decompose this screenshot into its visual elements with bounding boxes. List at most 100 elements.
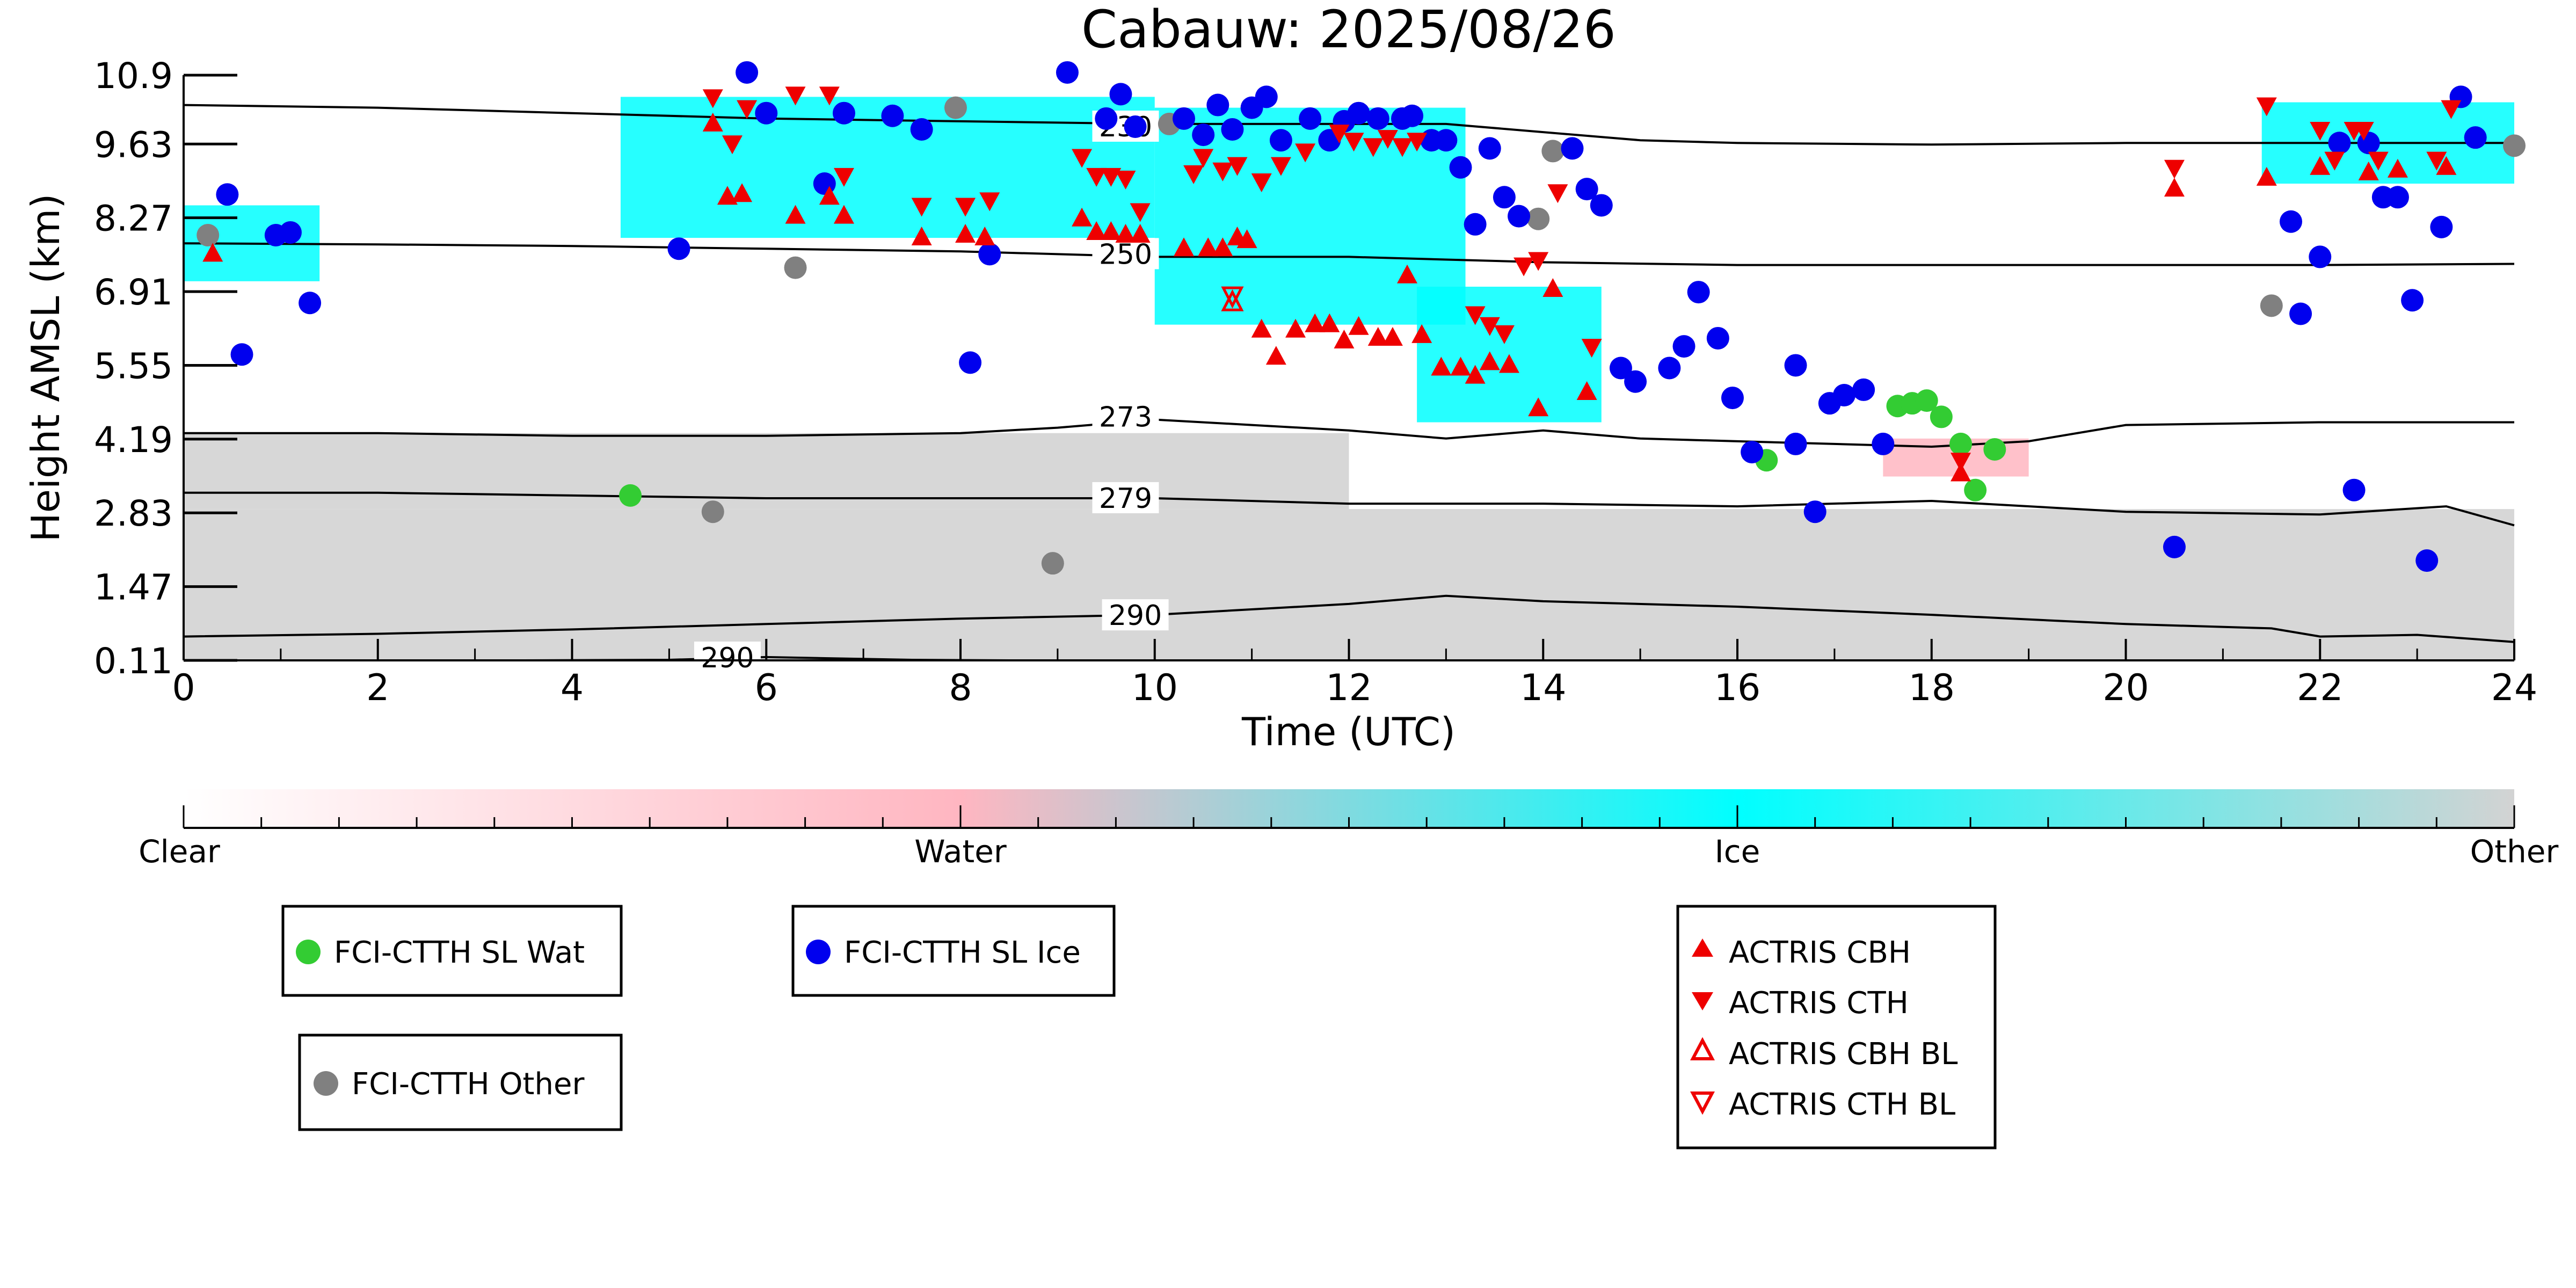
point-fci-ctth-sl-ice xyxy=(216,183,239,206)
point-actris-cth xyxy=(2426,151,2447,171)
y-tick-label: 2.83 xyxy=(94,493,173,534)
point-actris-cbh xyxy=(1265,346,1286,365)
point-fci-ctth-sl-ice xyxy=(1658,356,1681,380)
point-actris-cth xyxy=(2353,122,2374,141)
point-actris-cth xyxy=(1343,133,1364,152)
point-fci-ctth-sl-ice xyxy=(2415,549,2439,572)
point-actris-cbh xyxy=(732,183,753,202)
point-fci-ctth-sl-ice xyxy=(1056,61,1079,84)
point-actris-cbh xyxy=(2436,156,2457,175)
point-actris-cth xyxy=(1581,339,1602,358)
point-actris-cth xyxy=(1528,252,1549,271)
point-fci-ctth-other xyxy=(2260,294,2283,317)
point-actris-cth xyxy=(979,192,1000,212)
point-actris-cth xyxy=(1513,257,1534,276)
point-fci-ctth-sl-ice xyxy=(2464,126,2487,149)
point-fci-ctth-sl-ice xyxy=(1299,107,1322,130)
y-tick-label: 5.55 xyxy=(94,345,173,387)
y-ticks: 0.11 1.47 2.83 4.19 5.55 6.91 8.27 9.63 10.9 xyxy=(94,55,237,682)
plot-axes: 0 2 4 6 8 10 12 14 16 18 20 22 24 0.111.472.834.195.… xyxy=(94,55,2537,709)
isotherm-label: 290 xyxy=(1109,600,1162,632)
legend-label-other: FCI-CTTH Other xyxy=(352,1067,585,1102)
point-fci-ctth-sl-ice xyxy=(832,101,855,125)
point-actris-cth xyxy=(1212,162,1233,181)
isotherm-label: 273 xyxy=(1099,401,1152,433)
point-fci-ctth-sl-ice xyxy=(1721,387,1744,410)
cloud-mask xyxy=(184,97,2514,660)
point-fci-ctth-sl-ice xyxy=(1493,186,1516,209)
point-actris-cbh xyxy=(2310,156,2331,175)
x-tick-label: 0 xyxy=(172,667,195,709)
y-tick-label: 9.63 xyxy=(94,124,173,165)
point-fci-ctth-other xyxy=(2503,134,2526,157)
point-actris-cbh xyxy=(833,205,854,224)
point-fci-ctth-sl-ice xyxy=(1173,107,1196,130)
point-fci-ctth-sl-ice xyxy=(1464,213,1487,236)
isotherm-label-bg xyxy=(694,641,761,673)
point-fci-ctth-sl-ice xyxy=(2163,535,2186,558)
legend-label-ice: FCI-CTTH SL Ice xyxy=(844,935,1081,970)
point-actris-cth xyxy=(819,86,840,106)
point-fci-ctth-sl-ice xyxy=(2279,210,2302,233)
point-fci-ctth-sl-ice xyxy=(1687,281,1710,304)
point-fci-ctth-sl-ice xyxy=(1575,178,1598,201)
point-actris-cbh xyxy=(1115,224,1136,243)
point-fci-ctth-sl-wat xyxy=(1949,432,1973,455)
legend-marker-cbh xyxy=(1692,938,1713,957)
point-fci-ctth-sl-ice xyxy=(279,221,302,244)
point-actris-cth xyxy=(1465,306,1486,325)
point-fci-ctth-sl-ice xyxy=(1221,118,1244,141)
isotherm-label: 250 xyxy=(1099,238,1152,271)
legend-box xyxy=(281,905,623,997)
point-actris-cbh xyxy=(717,186,738,205)
point-fci-ctth-sl-ice xyxy=(959,351,982,374)
legend-wat: FCI-CTTH SL Wat xyxy=(281,905,623,997)
x-tick-label: 2 xyxy=(366,667,389,709)
point-actris-cbh xyxy=(819,186,840,205)
point-fci-ctth-sl-wat xyxy=(1930,405,1953,428)
point-actris-cth xyxy=(737,100,758,119)
legend-box xyxy=(298,1034,623,1131)
point-actris-cth xyxy=(785,86,806,106)
point-actris-cth xyxy=(1072,149,1093,168)
point-fci-ctth-sl-wat xyxy=(619,484,642,507)
point-fci-ctth-sl-ice xyxy=(1366,107,1389,130)
point-fci-ctth-sl-ice xyxy=(667,237,690,260)
point-actris-cth xyxy=(1130,203,1151,222)
y-tick-label: 0.11 xyxy=(94,641,173,682)
point-actris-cbh xyxy=(1285,318,1306,338)
point-actris-cbh xyxy=(1251,318,1272,338)
point-actris-cbh xyxy=(1086,221,1107,240)
isotherm-line xyxy=(184,418,2514,448)
x-ticks: 0 2 4 6 8 10 12 14 16 18 20 22 24 xyxy=(172,639,2537,709)
point-fci-ctth-sl-ice xyxy=(1609,356,1632,380)
legend-marker-other xyxy=(314,1071,338,1096)
point-actris-cth xyxy=(1363,138,1384,157)
point-fci-ctth-sl-ice xyxy=(2401,289,2424,312)
point-actris-cbh xyxy=(1174,237,1195,257)
point-fci-ctth-sl-ice xyxy=(299,292,322,315)
point-fci-ctth-sl-ice xyxy=(230,343,253,366)
point-fci-ctth-sl-ice xyxy=(978,243,1001,266)
y-tick-label: 4.19 xyxy=(94,419,173,461)
point-actris-cbh xyxy=(702,112,723,132)
point-fci-ctth-sl-ice xyxy=(1706,326,1729,350)
point-actris-cbh xyxy=(1498,354,1519,373)
point-fci-ctth-other xyxy=(701,500,724,523)
x-tick-label: 16 xyxy=(1714,667,1761,709)
point-actris-cth xyxy=(1407,133,1428,152)
isotherm-label-bg xyxy=(1102,599,1169,631)
point-actris-cth xyxy=(722,135,743,155)
isotherm-label-bg xyxy=(1092,401,1159,432)
point-actris-cth xyxy=(1183,165,1204,184)
point-actris-cth xyxy=(2441,100,2462,119)
point-actris-cth xyxy=(1295,143,1316,163)
point-actris-cbh xyxy=(1305,313,1326,332)
point-actris-cbh xyxy=(1130,224,1151,243)
point-actris-cbh xyxy=(1382,326,1403,346)
colorbar-label-ice: Ice xyxy=(1715,833,1760,870)
point-actris-cbh xyxy=(1236,229,1257,249)
point-actris-cth xyxy=(2310,122,2331,141)
point-fci-ctth-sl-ice xyxy=(1347,101,1370,125)
point-actris-cbh xyxy=(1431,356,1452,376)
